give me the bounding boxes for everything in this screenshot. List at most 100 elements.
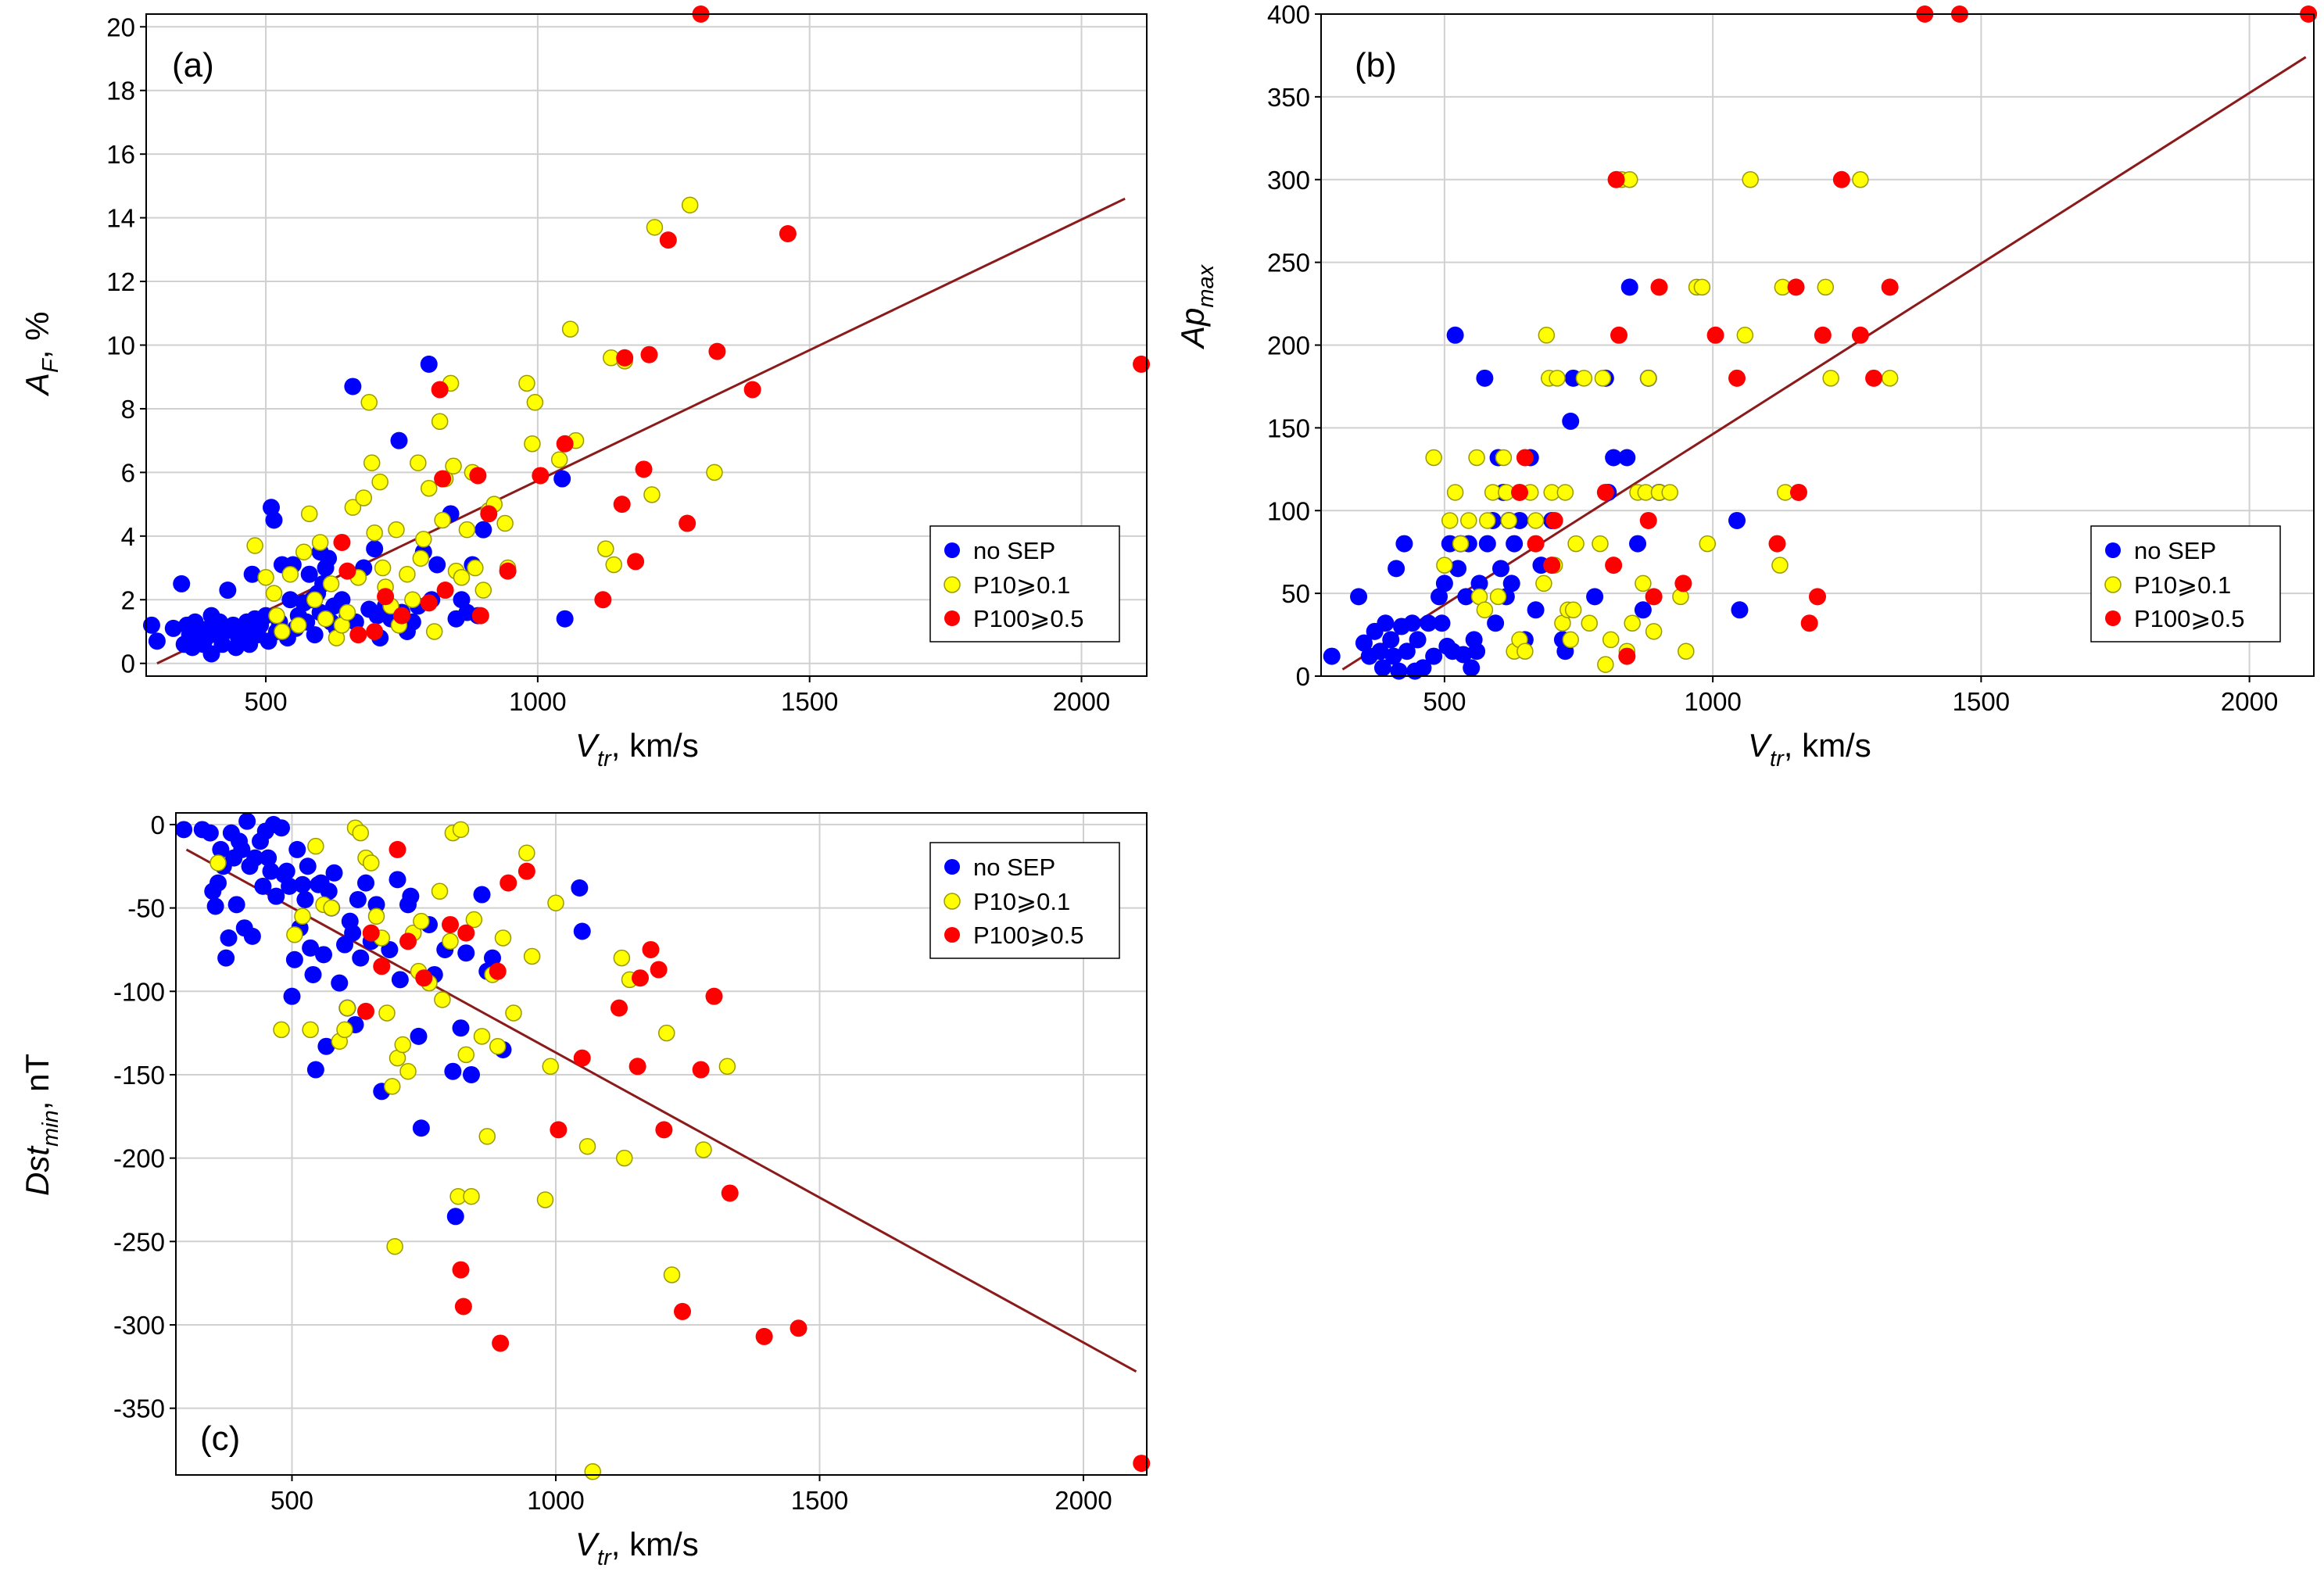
data-point-p100 bbox=[1809, 588, 1826, 606]
data-point-p10 bbox=[526, 394, 544, 411]
data-point-p10 bbox=[1452, 535, 1470, 553]
data-point-no-sep bbox=[402, 887, 420, 905]
data-point-p10 bbox=[415, 531, 432, 548]
data-point-no-sep bbox=[1414, 659, 1432, 677]
data-point-p10 bbox=[286, 925, 303, 943]
data-point-no-sep bbox=[1629, 535, 1647, 553]
data-point-no-sep bbox=[1491, 560, 1509, 578]
data-point-p100 bbox=[556, 435, 574, 453]
data-point-no-sep bbox=[300, 565, 318, 583]
data-point-p100 bbox=[457, 924, 475, 942]
y-tick-label: -350 bbox=[113, 1394, 165, 1423]
data-point-p100 bbox=[1865, 369, 1883, 387]
data-point-no-sep bbox=[325, 864, 343, 882]
data-point-p10 bbox=[336, 1021, 353, 1039]
data-point-no-sep bbox=[267, 887, 285, 905]
data-point-no-sep bbox=[243, 927, 261, 945]
data-point-p10 bbox=[578, 1137, 596, 1155]
data-point-no-sep bbox=[142, 616, 160, 634]
data-point-p10 bbox=[457, 1046, 474, 1064]
data-point-no-sep bbox=[273, 819, 290, 837]
data-point-p100 bbox=[692, 1061, 710, 1079]
data-point-p100 bbox=[642, 940, 660, 958]
data-point-p100 bbox=[779, 224, 797, 242]
data-point-no-sep bbox=[366, 540, 384, 558]
data-point-p100 bbox=[743, 381, 761, 399]
data-point-p100 bbox=[1543, 557, 1561, 575]
data-point-p10 bbox=[363, 454, 381, 471]
data-point-no-sep bbox=[294, 875, 311, 893]
data-point-p100 bbox=[1639, 511, 1657, 529]
data-point-p10 bbox=[294, 907, 311, 925]
data-point-p100 bbox=[436, 582, 454, 600]
data-point-p100 bbox=[1787, 278, 1805, 296]
data-point-no-sep bbox=[1371, 643, 1389, 660]
data-point-p10 bbox=[1535, 575, 1552, 592]
panel-b-points bbox=[1323, 5, 2318, 680]
data-point-p10 bbox=[1564, 601, 1582, 619]
data-point-p100 bbox=[1768, 535, 1786, 553]
data-point-no-sep bbox=[428, 556, 446, 574]
data-point-p10 bbox=[1742, 171, 1759, 188]
y-tick-label: 0 bbox=[151, 811, 165, 839]
data-point-p100 bbox=[640, 345, 658, 363]
panel-b-x-ticks: 500 1000 1500 2000 bbox=[1423, 676, 2278, 716]
data-point-p10 bbox=[1645, 623, 1663, 640]
data-point-p100 bbox=[1674, 575, 1692, 592]
y-tick-label: -150 bbox=[113, 1061, 165, 1090]
data-point-p10 bbox=[445, 457, 462, 474]
panel-a-y-ticks: 0 2 4 6 8 10 12 14 16 18 20 bbox=[106, 13, 146, 678]
data-point-no-sep bbox=[573, 922, 591, 940]
data-point-p10 bbox=[434, 991, 451, 1008]
data-point-p100 bbox=[1527, 535, 1545, 553]
data-point-p10 bbox=[478, 1128, 496, 1145]
data-point-p10 bbox=[1678, 643, 1695, 660]
data-point-p10 bbox=[344, 499, 362, 516]
data-point-p100 bbox=[721, 1184, 739, 1202]
data-point-p10 bbox=[434, 511, 451, 529]
data-point-p100 bbox=[1728, 369, 1746, 387]
legend-marker-p10 bbox=[944, 576, 961, 593]
legend-marker-p10 bbox=[944, 893, 961, 910]
data-point-p10 bbox=[307, 837, 324, 855]
data-point-p10 bbox=[420, 479, 438, 497]
data-point-p100 bbox=[594, 591, 612, 609]
data-point-p10 bbox=[265, 585, 283, 602]
data-point-p10 bbox=[442, 932, 459, 950]
y-tick-label: 20 bbox=[106, 13, 135, 41]
data-point-p10 bbox=[412, 549, 430, 567]
data-point-no-sep bbox=[367, 896, 385, 914]
panel-b: 500 1000 1500 2000 0 50 100 150 200 250 300 350 400… bbox=[1174, 0, 2318, 771]
data-point-no-sep bbox=[344, 924, 362, 942]
y-tick-label: 14 bbox=[106, 204, 135, 233]
legend-marker-no-sep bbox=[2105, 542, 2121, 558]
data-point-p10 bbox=[394, 1036, 411, 1054]
data-point-no-sep bbox=[320, 882, 338, 900]
legend-marker-p100 bbox=[2105, 610, 2121, 626]
data-point-no-sep bbox=[175, 821, 193, 839]
data-point-no-sep bbox=[1463, 659, 1481, 677]
data-point-no-sep bbox=[390, 431, 408, 449]
data-point-p10 bbox=[1538, 327, 1556, 344]
data-point-no-sep bbox=[391, 971, 409, 989]
data-point-p100 bbox=[573, 1049, 591, 1067]
data-point-p10 bbox=[360, 394, 378, 411]
data-point-p10 bbox=[1822, 370, 1839, 387]
x-tick-label: 2000 bbox=[1055, 1486, 1112, 1515]
data-point-no-sep bbox=[1355, 634, 1373, 652]
data-point-p10 bbox=[317, 610, 335, 628]
data-point-p100 bbox=[532, 467, 550, 485]
data-point-no-sep bbox=[304, 965, 322, 983]
data-point-p100 bbox=[1596, 483, 1614, 501]
data-point-p100 bbox=[357, 1002, 374, 1020]
data-point-p10 bbox=[246, 537, 263, 554]
panel-c-points bbox=[175, 812, 1151, 1480]
y-tick-label: -100 bbox=[113, 977, 165, 1006]
data-point-p100 bbox=[632, 969, 649, 987]
data-point-no-sep bbox=[254, 877, 272, 895]
data-point-p10 bbox=[1771, 557, 1789, 574]
data-point-p10 bbox=[323, 899, 340, 917]
data-point-no-sep bbox=[238, 812, 256, 830]
data-point-no-sep bbox=[285, 950, 303, 968]
data-point-p10 bbox=[643, 486, 661, 503]
